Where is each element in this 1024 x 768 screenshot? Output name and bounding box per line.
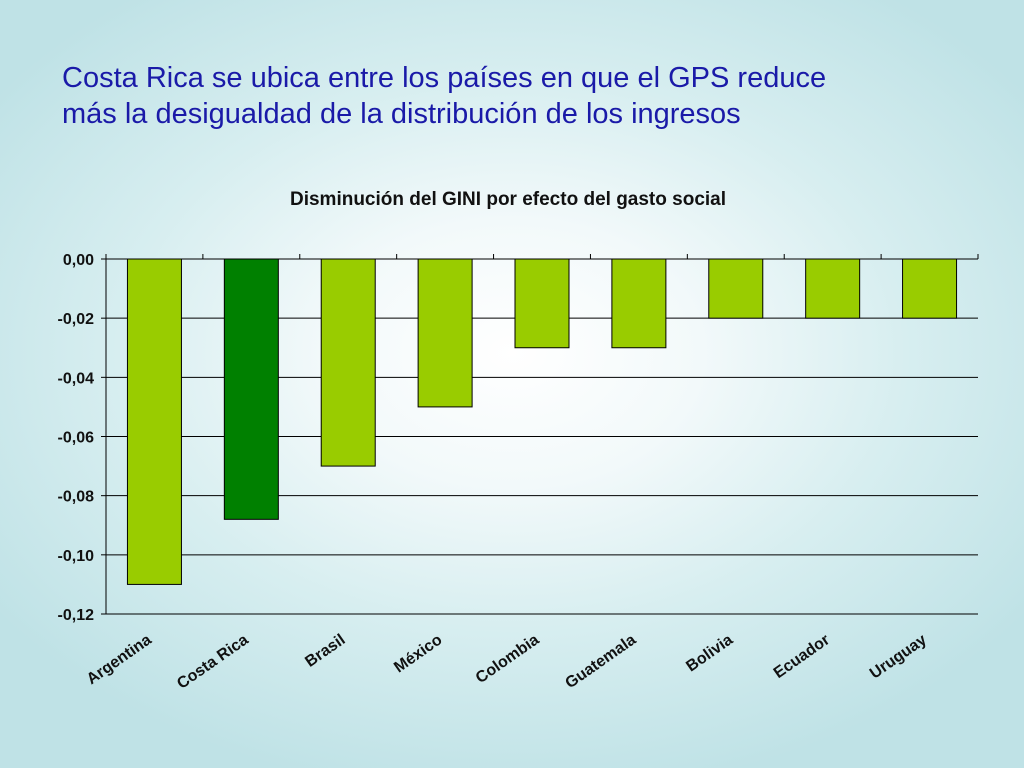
bar-méxico xyxy=(417,258,473,408)
bar-bolivia xyxy=(708,258,764,319)
bar-argentina xyxy=(126,258,182,585)
bars xyxy=(126,258,958,585)
x-tick-label: Argentina xyxy=(84,631,155,688)
bar-costa-rica xyxy=(223,258,279,520)
y-tick-label: -0,10 xyxy=(58,548,95,565)
bar-ecuador xyxy=(805,258,861,319)
bar-guatemala xyxy=(611,258,667,349)
slide-title: Costa Rica se ubica entre los países en … xyxy=(62,60,1002,132)
y-axis-ticks: 0,00 -0,02 -0,04 -0,06 -0,08 -0,10 -0,12 xyxy=(58,252,95,624)
bar-colombia xyxy=(514,258,570,349)
x-axis-labels: Argentina Costa Rica Brasil México Colombia G… xyxy=(84,631,930,692)
bar-brasil xyxy=(320,258,376,467)
y-tick-label: -0,12 xyxy=(58,607,95,624)
x-tick-label: Uruguay xyxy=(867,631,930,682)
x-tick-label: Ecuador xyxy=(771,631,833,682)
slide-title-line-1: Costa Rica se ubica entre los países en … xyxy=(62,62,827,94)
y-tick-label: -0,02 xyxy=(58,311,95,328)
y-tick-label: -0,08 xyxy=(58,489,95,506)
y-tick-label: -0,04 xyxy=(58,370,95,387)
x-tick-label: Costa Rica xyxy=(174,631,252,692)
y-tick-label: -0,06 xyxy=(58,430,95,447)
x-tick-label: Bolivia xyxy=(683,631,736,675)
chart-title: Disminución del GINI por efecto del gast… xyxy=(290,189,726,210)
bar-uruguay xyxy=(902,258,958,319)
y-tick-label: 0,00 xyxy=(63,252,94,269)
x-tick-label: Brasil xyxy=(302,631,348,670)
x-tick-label: Colombia xyxy=(473,631,543,687)
x-tick-label: México xyxy=(391,631,445,676)
x-tick-label: Guatemala xyxy=(562,631,639,692)
slide-title-line-2: más la desigualdad de la distribución de… xyxy=(62,98,741,130)
